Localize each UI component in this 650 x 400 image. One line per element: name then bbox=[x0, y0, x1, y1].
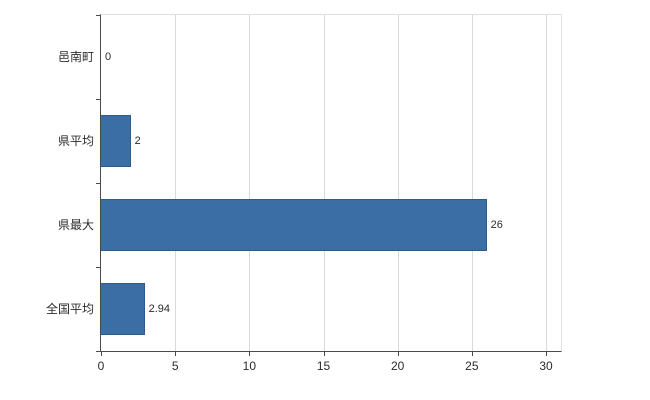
x-axis-tick bbox=[249, 352, 251, 356]
category-label: 県平均 bbox=[57, 134, 94, 148]
x-axis-tick-label: 20 bbox=[390, 359, 405, 373]
gridline bbox=[249, 15, 251, 351]
gridline bbox=[471, 15, 473, 351]
x-axis-tick bbox=[471, 352, 473, 356]
x-axis-tick bbox=[323, 352, 325, 356]
gridline bbox=[175, 15, 177, 351]
x-axis-tick-label: 25 bbox=[465, 359, 479, 373]
bar-全国平均 bbox=[101, 283, 145, 335]
plot-area: 0 5 10 15 20 25 30 0 2 26 2.94 bbox=[96, 14, 562, 373]
x-axis-tick bbox=[101, 352, 102, 356]
category-label: 県最大 bbox=[57, 218, 94, 232]
gridline bbox=[323, 15, 325, 351]
y-axis-tick bbox=[96, 183, 100, 184]
category-label: 全国平均 bbox=[45, 302, 94, 316]
value-label: 26 bbox=[490, 219, 503, 231]
x-axis-tick bbox=[175, 352, 177, 356]
gridline bbox=[397, 15, 399, 351]
y-axis-tick bbox=[96, 15, 100, 16]
x-axis-tick-label: 10 bbox=[242, 359, 257, 373]
bar-県平均 bbox=[101, 115, 131, 167]
x-axis-tick bbox=[546, 352, 547, 356]
category-label: 邑南町 bbox=[57, 50, 94, 64]
y-axis-tick bbox=[96, 267, 100, 268]
x-axis-tick-label: 0 bbox=[97, 359, 105, 373]
value-label: 2 bbox=[134, 135, 141, 147]
x-axis-tick-label: 15 bbox=[316, 359, 331, 373]
bar-県最大 bbox=[101, 199, 487, 251]
x-axis-tick-label: 5 bbox=[171, 359, 179, 373]
value-label: 2.94 bbox=[148, 303, 171, 315]
value-label: 0 bbox=[105, 51, 112, 63]
y-axis-tick bbox=[96, 351, 100, 352]
y-axis-tick bbox=[96, 99, 100, 100]
x-axis-tick bbox=[397, 352, 399, 356]
x-axis-tick-label: 30 bbox=[539, 359, 553, 373]
gridline bbox=[546, 15, 547, 351]
